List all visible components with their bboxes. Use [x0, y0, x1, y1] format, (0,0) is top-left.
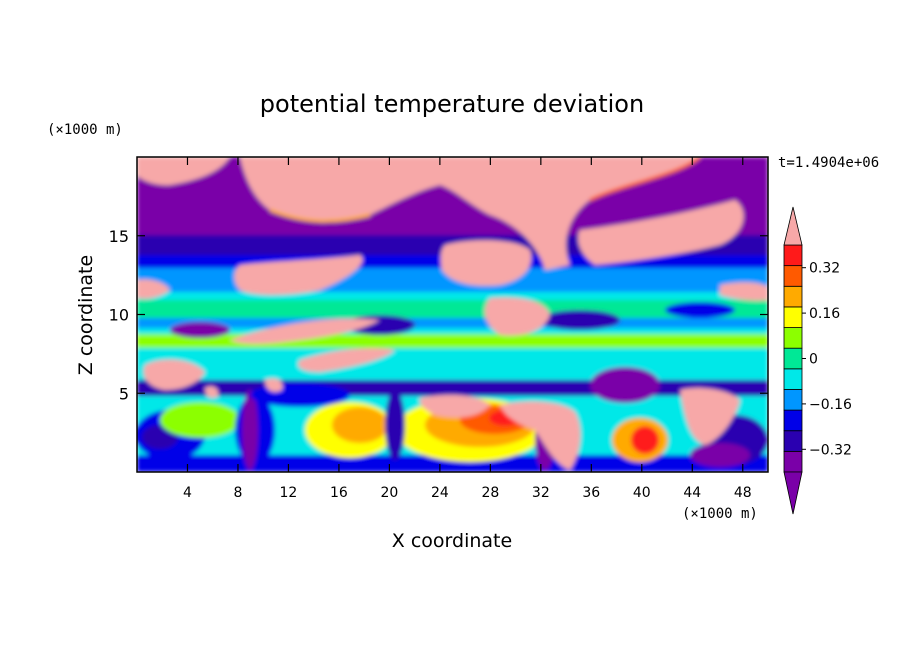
- colorbar-label: 0: [809, 352, 818, 368]
- pink-mid-left: [230, 318, 380, 345]
- field-purple-col2: [385, 390, 405, 460]
- colorbar-segment: [783, 389, 803, 411]
- pink-small-mid: [265, 378, 283, 392]
- x-tick-label: 32: [532, 485, 550, 501]
- contour-field: [137, 157, 768, 472]
- colorbar-segment: [783, 368, 803, 390]
- colorbar-segment: [783, 430, 803, 452]
- colorbar-segment: [783, 244, 803, 267]
- field-mid-blue-3: [170, 322, 230, 338]
- pink-right-lower: [680, 388, 740, 445]
- x-tick-label: 28: [481, 485, 499, 501]
- x-axis: 4 8 12 16 20 24 28 32 36 40 44 48: [183, 157, 752, 501]
- pink-lower-mid2: [500, 401, 581, 470]
- rim-top: [269, 208, 371, 223]
- field-green-band2: [137, 334, 768, 348]
- colorbar-segment: [783, 285, 803, 308]
- y-axis-title: Z coordinate: [75, 255, 97, 375]
- y-tick-label: 10: [109, 306, 129, 325]
- colorbar-segment: [783, 306, 803, 328]
- pink-blob-center: [440, 240, 532, 286]
- pink-lower-center: [484, 297, 550, 336]
- x-unit-label: (×1000 m): [682, 506, 758, 522]
- field-warm-8: [631, 426, 659, 454]
- field-blue-band-mid: [137, 318, 768, 328]
- pink-left-strip: [137, 279, 170, 299]
- field-blob-green1: [160, 402, 240, 438]
- y-tick-label: 15: [109, 227, 129, 246]
- pink-small-left: [205, 386, 219, 398]
- over-max-regions: [137, 157, 768, 470]
- field-purple-mid-right: [590, 367, 660, 403]
- time-label: t=1.4904e+06: [778, 155, 879, 171]
- field-purple-lower-right: [690, 443, 750, 467]
- x-tick-label: 8: [233, 485, 242, 501]
- x-tick-label: 44: [683, 485, 701, 501]
- field-blue-mid-left: [250, 383, 350, 407]
- field-mid-blue-2: [540, 310, 620, 330]
- x-tick-label: 16: [330, 485, 348, 501]
- x-axis-title: X coordinate: [392, 530, 512, 552]
- x-tick-label: 24: [431, 485, 449, 501]
- colorbar-segment: [783, 450, 803, 473]
- x-tick-label: 36: [582, 485, 600, 501]
- colorbar-label: 0.16: [809, 306, 840, 322]
- colorbar-segment: [783, 409, 803, 432]
- x-tick-label: 12: [280, 485, 298, 501]
- field-warm-2: [332, 407, 388, 443]
- pink-right-upper: [578, 200, 744, 265]
- colorbar-segment: [783, 327, 803, 349]
- pink-top-left: [137, 157, 230, 186]
- pink-mid-band: [234, 255, 363, 295]
- pink-top-main: [240, 157, 700, 270]
- x-tick-label: 4: [183, 485, 192, 501]
- colorbar-segment: [783, 265, 803, 287]
- x-tick-label: 48: [734, 485, 752, 501]
- pink-left-lower: [143, 359, 205, 390]
- x-tick-label: 20: [380, 485, 398, 501]
- y-axis: 5 10 15: [109, 227, 768, 403]
- colorbar-segment: [783, 347, 803, 370]
- field-lower-blue-band: [137, 380, 768, 396]
- y-tick-label: 5: [119, 384, 129, 403]
- colorbar-label: −0.16: [809, 397, 852, 413]
- colorbar-label: −0.32: [809, 442, 852, 458]
- y-unit-label: (×1000 m): [47, 122, 123, 138]
- pink-right-edge: [720, 282, 768, 301]
- colorbar-label: 0.32: [809, 261, 840, 277]
- pink-mid-left2: [298, 348, 395, 372]
- x-tick-label: 40: [633, 485, 651, 501]
- field-mid-blue-4: [665, 302, 735, 318]
- field-blob-purple-col: [242, 390, 258, 470]
- colorbar-extend-low: [783, 471, 803, 515]
- pink-lower-mid: [419, 394, 490, 418]
- chart-title: potential temperature deviation: [260, 90, 644, 118]
- field-bottom-band: [137, 455, 768, 472]
- colorbar: 0.32 0.16 0 −0.16 −0.32: [783, 206, 852, 515]
- colorbar-extend-high: [783, 206, 803, 246]
